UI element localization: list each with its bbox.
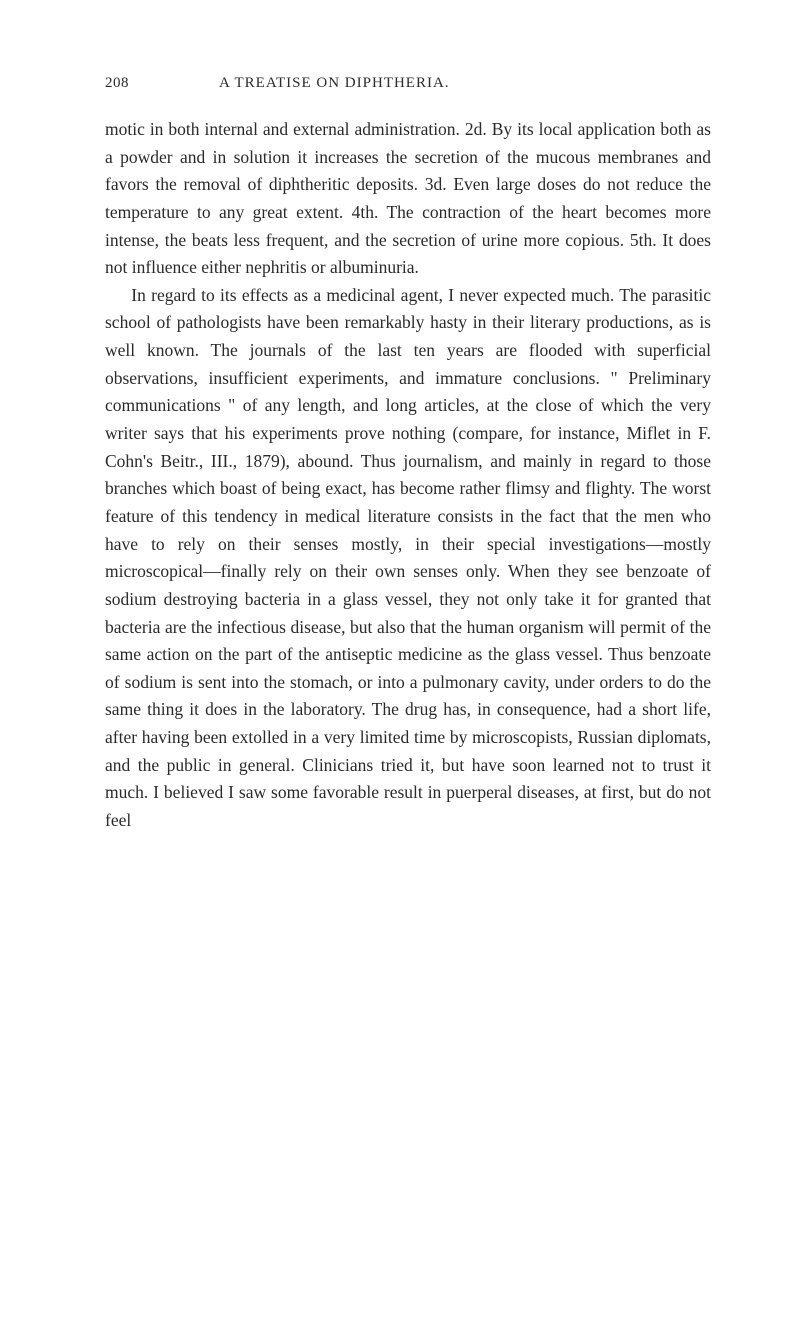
page-number: 208	[105, 75, 219, 92]
paragraph-2: In regard to its effects as a medicinal …	[105, 282, 711, 835]
page-header: 208 A TREATISE ON DIPHTHERIA.	[105, 75, 711, 92]
body-text: motic in both internal and external admi…	[105, 116, 711, 835]
running-title: A TREATISE ON DIPHTHERIA.	[219, 75, 711, 92]
document-page: 208 A TREATISE ON DIPHTHERIA. motic in b…	[0, 0, 801, 910]
paragraph-1: motic in both internal and external admi…	[105, 116, 711, 282]
